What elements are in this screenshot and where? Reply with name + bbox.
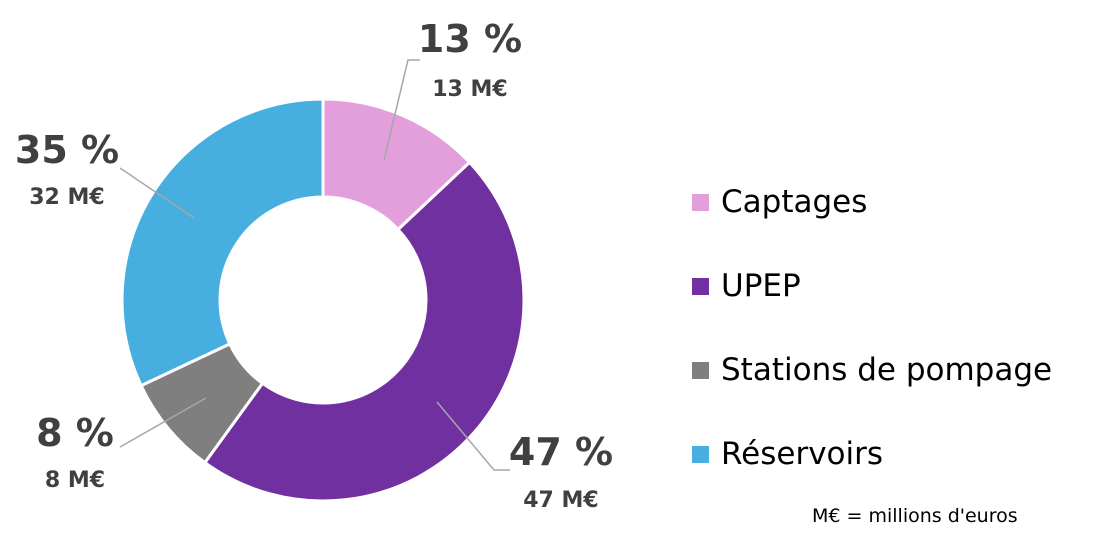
data-label-value-upep: 47 M€ <box>523 488 598 513</box>
legend-swatch-stations <box>692 361 709 379</box>
data-label-percent-reservoirs: 35 % <box>15 128 119 172</box>
legend-swatch-upep <box>692 277 709 295</box>
legend-item-reservoirs: Réservoirs <box>692 412 1052 496</box>
legend-item-stations: Stations de pompage <box>692 328 1052 412</box>
legend-label-stations: Stations de pompage <box>721 352 1053 388</box>
donut-slices <box>120 97 526 503</box>
legend: Captages UPEP Stations de pompage Réserv… <box>692 160 1052 496</box>
data-label-value-stations: 8 M€ <box>45 468 105 493</box>
donut-slice-upep <box>202 160 526 503</box>
leader-line-reservoirs <box>119 167 195 219</box>
leader-line-captages <box>383 59 420 161</box>
legend-item-upep: UPEP <box>692 244 1052 328</box>
unit-footnote: M€ = millions d'euros <box>812 505 1018 527</box>
leader-lines <box>119 59 510 471</box>
data-label-percent-stations: 8 % <box>36 411 114 455</box>
legend-swatch-reservoirs <box>692 445 709 463</box>
data-label-percent-captages: 13 % <box>418 17 522 61</box>
leader-line-upep <box>436 401 510 471</box>
legend-swatch-captages <box>692 193 709 211</box>
data-label-value-captages: 13 M€ <box>432 77 507 102</box>
legend-label-captages: Captages <box>721 184 868 220</box>
legend-item-captages: Captages <box>692 160 1052 244</box>
leader-line-stations <box>119 397 207 448</box>
data-label-percent-upep: 47 % <box>509 430 613 474</box>
donut-slice-reservoirs <box>120 97 325 388</box>
legend-label-upep: UPEP <box>721 268 801 304</box>
legend-label-reservoirs: Réservoirs <box>721 436 884 472</box>
data-label-value-reservoirs: 32 M€ <box>29 185 104 210</box>
